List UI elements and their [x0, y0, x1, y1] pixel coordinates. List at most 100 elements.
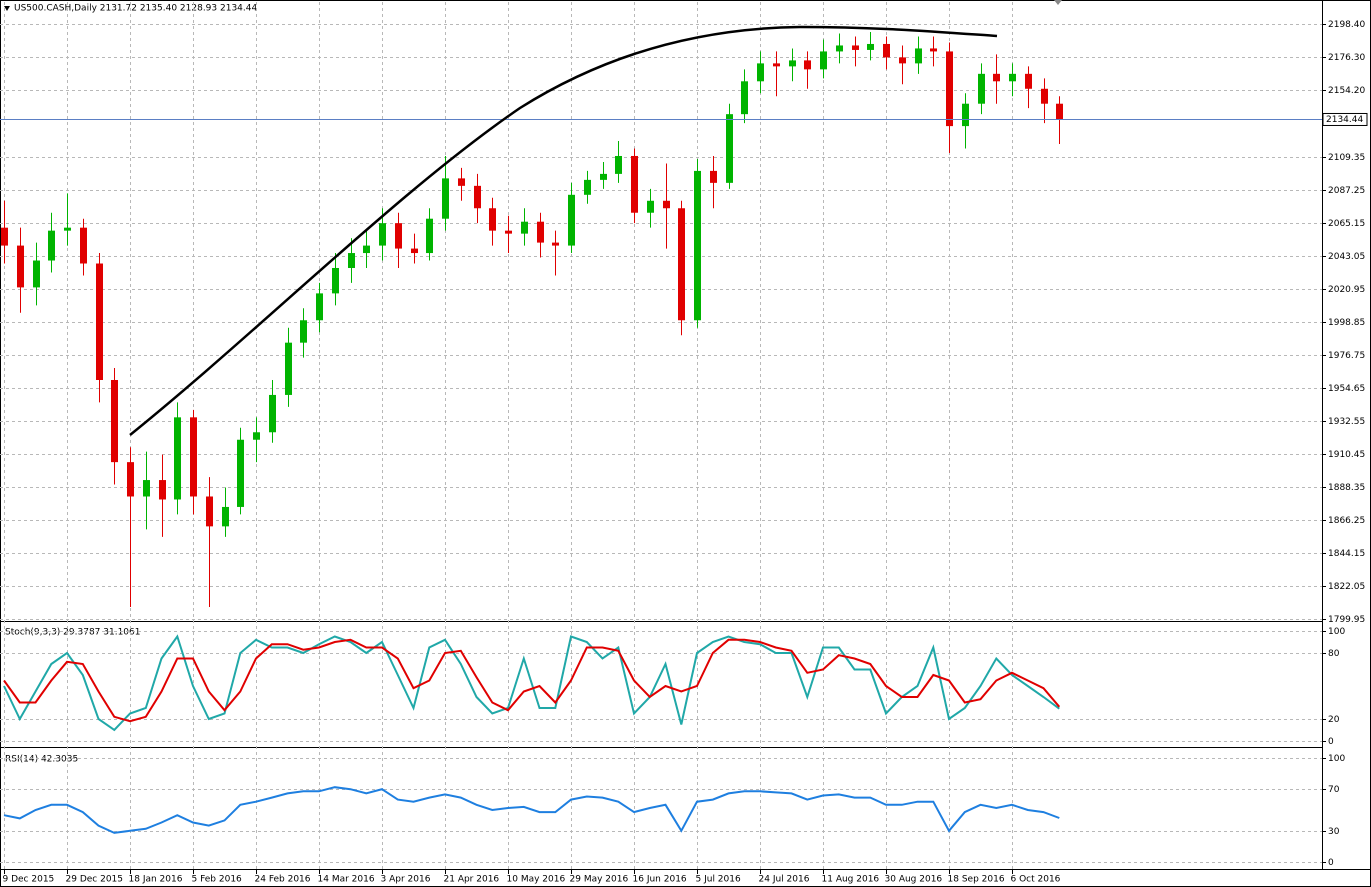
x-tick-label: 10 May 2016 — [507, 875, 566, 885]
y-tick-label: 80 — [1328, 649, 1340, 659]
x-tick-label: 18 Sep 2016 — [948, 875, 1005, 885]
candle-body — [930, 48, 937, 52]
candle-body — [96, 263, 103, 380]
x-tick-label: 5 Feb 2016 — [192, 875, 243, 885]
candle-body — [663, 200, 670, 209]
y-tick-label: 2176.30 — [1328, 53, 1365, 63]
candle-body — [537, 221, 544, 243]
y-tick-label: 2154.20 — [1328, 86, 1365, 96]
candle-body — [411, 248, 418, 254]
grid-layer — [0, 2, 1322, 869]
candle-body — [521, 221, 528, 234]
candle-body — [48, 230, 55, 261]
candle-body — [111, 379, 118, 463]
x-tick-label: 30 Aug 2016 — [885, 875, 943, 885]
y-tick-label: 100 — [1328, 627, 1345, 637]
x-tick-label: 24 Feb 2016 — [255, 875, 311, 885]
shift-marker — [1054, 0, 1062, 5]
last-price-label: 2134.44 — [1326, 115, 1363, 125]
marks-layer — [0, 32, 1322, 834]
candle-body — [1056, 103, 1063, 120]
last-price-box — [1322, 112, 1368, 126]
y-tick-label: 2087.25 — [1328, 186, 1365, 196]
y-tick-label: 1954.65 — [1328, 384, 1365, 394]
candle-body — [710, 170, 717, 183]
candle-body — [993, 73, 1000, 82]
candle-body — [190, 417, 197, 497]
y-tick-label: 0 — [1328, 737, 1334, 747]
x-tick-label: 18 Jan 2016 — [129, 875, 183, 885]
candle-body — [222, 506, 229, 527]
y-tick-label: 20 — [1328, 715, 1340, 725]
candle-body — [237, 439, 244, 507]
candle-body — [127, 462, 134, 497]
x-tick-label: 29 Dec 2015 — [66, 875, 124, 885]
candle-body — [678, 208, 685, 321]
candle-body — [379, 223, 386, 246]
candle-body — [474, 185, 481, 209]
candle-body — [80, 227, 87, 264]
y-tick-label: 1844.15 — [1328, 549, 1365, 559]
candle-body — [1025, 73, 1032, 89]
menu-arrow[interactable] — [4, 6, 10, 11]
candle-body — [568, 194, 575, 246]
candle-body — [883, 43, 890, 58]
candle-body — [17, 245, 24, 288]
candle-body — [899, 57, 906, 64]
candle-body — [1, 227, 8, 246]
candle-body — [552, 242, 559, 246]
candle-body — [33, 260, 40, 288]
candle-body — [789, 60, 796, 67]
candle-body — [1041, 88, 1048, 104]
candle-body — [773, 63, 780, 67]
candle-body — [962, 103, 969, 127]
y-tick-label: 1799.95 — [1328, 615, 1365, 625]
candle-body — [253, 432, 260, 440]
candle-body — [489, 208, 496, 231]
y-tick-label: 2043.05 — [1328, 252, 1365, 262]
candle-body — [741, 81, 748, 115]
drawing-layer — [129, 25, 998, 436]
candle-body — [867, 43, 874, 50]
candle-body — [584, 179, 591, 195]
candle-body — [978, 73, 985, 104]
y-tick-label: 2020.95 — [1328, 285, 1365, 295]
y-tick-label: 2065.15 — [1328, 219, 1365, 229]
candle-body — [757, 63, 764, 82]
candle-body — [726, 114, 733, 183]
x-tick-label: 9 Dec 2015 — [3, 875, 55, 885]
candle-body — [505, 230, 512, 234]
indicator-line — [3, 786, 1060, 834]
y-tick-label: 1888.35 — [1328, 483, 1365, 493]
candle-body — [442, 178, 449, 219]
y-tick-label: 1932.55 — [1328, 417, 1365, 427]
x-tick-label: 5 Jul 2016 — [696, 875, 741, 885]
x-tick-label: 24 Jul 2016 — [759, 875, 810, 885]
x-tick-label: 21 Apr 2016 — [444, 875, 500, 885]
y-tick-label: 1866.25 — [1328, 516, 1365, 526]
candle-body — [820, 51, 827, 70]
candle-body — [647, 200, 654, 213]
candle-body — [174, 417, 181, 500]
candle-body — [159, 480, 166, 500]
indicator-line — [3, 638, 1061, 723]
x-tick-label: 16 Jun 2016 — [633, 875, 687, 885]
candle-body — [694, 170, 701, 321]
candle-body — [316, 293, 323, 321]
candle-body — [426, 218, 433, 254]
y-tick-label: 1910.45 — [1328, 450, 1365, 460]
x-tick-label: 3 Apr 2016 — [381, 875, 431, 885]
candle-body — [285, 342, 292, 395]
candle-body — [206, 496, 213, 527]
x-tick-label: 14 Mar 2016 — [318, 875, 375, 885]
stoch-title: Stoch(9,3,3) 29.3787 31.1061 — [5, 628, 140, 638]
candle-body — [348, 253, 355, 268]
y-tick-label: 2198.40 — [1328, 20, 1365, 30]
candle-body — [64, 227, 71, 231]
chart-title: US500.CASH,Daily 2131.72 2135.40 2128.93… — [14, 4, 257, 14]
candle-body — [852, 45, 859, 50]
y-tick-label: 2109.35 — [1328, 153, 1365, 163]
candle-body — [363, 245, 370, 254]
